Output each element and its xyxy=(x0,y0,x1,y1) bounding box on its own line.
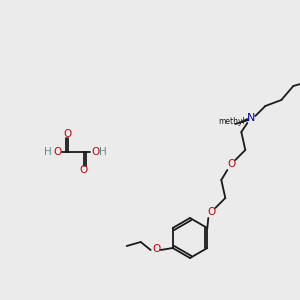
Text: H: H xyxy=(44,147,52,157)
Text: O: O xyxy=(91,147,99,157)
Text: N: N xyxy=(247,113,256,123)
Text: O: O xyxy=(80,165,88,175)
Text: O: O xyxy=(64,129,72,139)
Text: methyl: methyl xyxy=(218,118,245,127)
Text: O: O xyxy=(54,147,62,157)
Text: O: O xyxy=(227,159,236,169)
Text: O: O xyxy=(153,244,161,254)
Text: H: H xyxy=(99,147,107,157)
Text: O: O xyxy=(207,207,215,217)
